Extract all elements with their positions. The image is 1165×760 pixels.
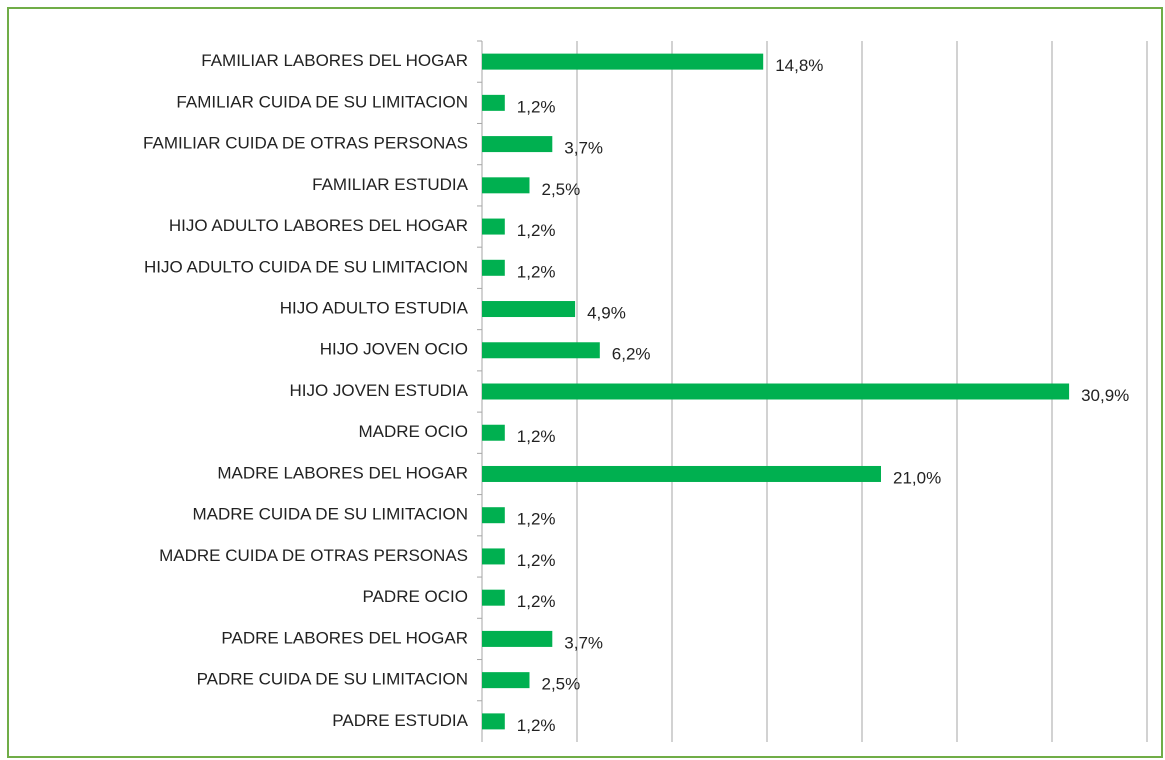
y-tick-label: PADRE OCIO [363, 587, 468, 606]
y-tick-label: FAMILIAR CUIDA DE OTRAS PERSONAS [143, 134, 468, 153]
y-tick-label: FAMILIAR LABORES DEL HOGAR [201, 51, 468, 70]
data-label: 2,5% [542, 675, 581, 694]
bar [482, 424, 505, 441]
y-tick-label: PADRE LABORES DEL HOGAR [221, 628, 468, 647]
data-label: 6,2% [612, 345, 651, 364]
bar [482, 548, 505, 565]
bar [482, 53, 764, 70]
y-tick-label: FAMILIAR ESTUDIA [312, 175, 469, 194]
y-tick-label: MADRE OCIO [358, 422, 468, 441]
data-label: 1,2% [517, 221, 556, 240]
bar [482, 342, 600, 359]
bar [482, 136, 553, 153]
bar [482, 630, 553, 647]
data-label: 1,2% [517, 592, 556, 611]
bar [482, 672, 530, 689]
y-tick-label: FAMILIAR CUIDA DE SU LIMITACION [176, 92, 468, 111]
data-label: 4,9% [587, 304, 626, 323]
bar [482, 218, 505, 235]
y-tick-label: MADRE LABORES DEL HOGAR [217, 463, 468, 482]
data-label: 14,8% [775, 56, 823, 75]
y-tick-label: HIJO ADULTO CUIDA DE SU LIMITACION [144, 257, 468, 276]
bar [482, 713, 505, 730]
bar [482, 465, 881, 482]
bar [482, 177, 530, 194]
bar [482, 94, 505, 111]
data-label: 2,5% [542, 180, 581, 199]
y-tick-label: PADRE CUIDA DE SU LIMITACION [197, 670, 468, 689]
y-tick-label: HIJO JOVEN OCIO [320, 340, 468, 359]
data-label: 3,7% [564, 139, 603, 158]
chart-frame [7, 7, 1163, 758]
y-tick-label: HIJO ADULTO LABORES DEL HOGAR [169, 216, 468, 235]
bar [482, 507, 505, 524]
y-tick-label: HIJO JOVEN ESTUDIA [289, 381, 468, 400]
data-label: 1,2% [517, 262, 556, 281]
y-tick-label: HIJO ADULTO ESTUDIA [280, 299, 469, 318]
bar [482, 301, 576, 318]
data-label: 1,2% [517, 427, 556, 446]
data-label: 3,7% [564, 633, 603, 652]
data-label: 30,9% [1081, 386, 1129, 405]
data-label: 1,2% [517, 716, 556, 735]
bar [482, 589, 505, 606]
bar [482, 259, 505, 276]
y-tick-label: MADRE CUIDA DE OTRAS PERSONAS [159, 546, 468, 565]
data-label: 1,2% [517, 510, 556, 529]
y-tick-label: MADRE CUIDA DE SU LIMITACION [193, 505, 469, 524]
bar [482, 383, 1070, 400]
data-label: 1,2% [517, 551, 556, 570]
data-label: 1,2% [517, 97, 556, 116]
data-label: 21,0% [893, 468, 941, 487]
y-tick-label: PADRE ESTUDIA [332, 711, 468, 730]
